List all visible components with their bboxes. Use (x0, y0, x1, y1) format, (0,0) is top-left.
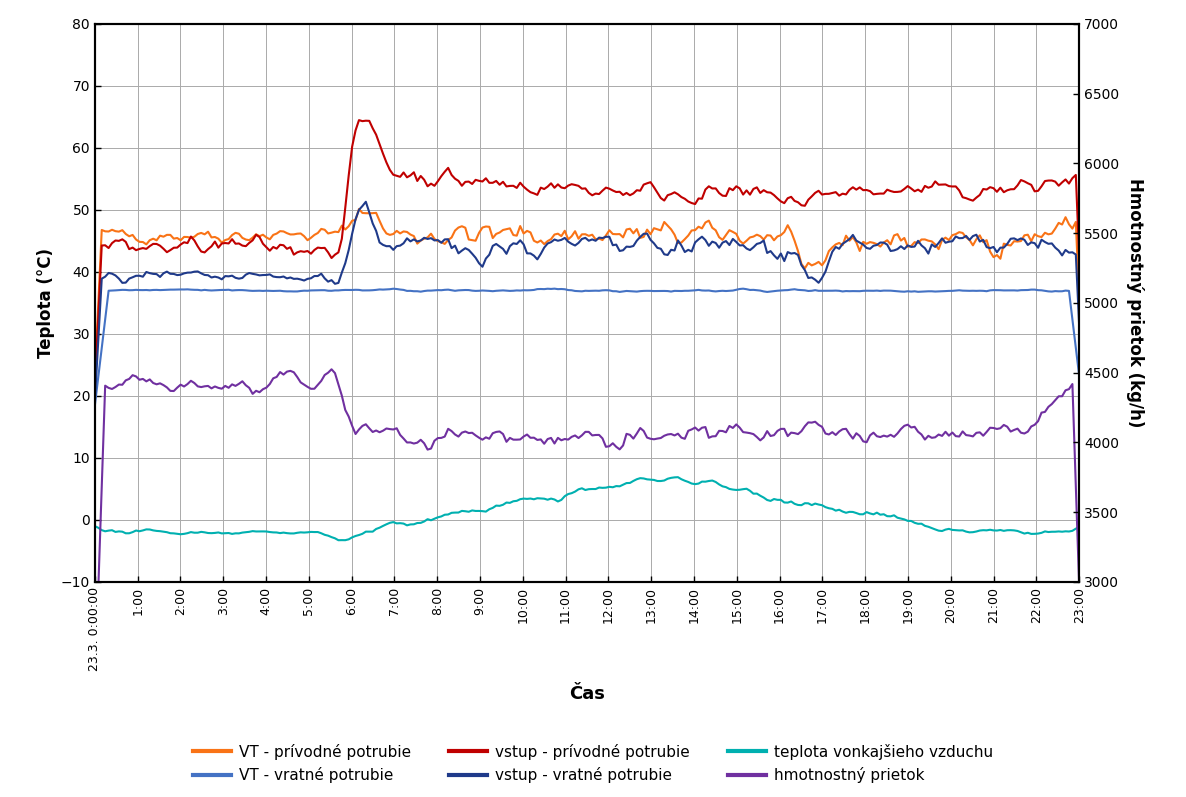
Y-axis label: Hmotnostný prietok (kg/h): Hmotnostný prietok (kg/h) (1127, 179, 1144, 427)
Legend: VT - prívodné potrubie, VT - vratné potrubie, vstup - prívodné potrubie, vstup -: VT - prívodné potrubie, VT - vratné potr… (187, 737, 999, 789)
Y-axis label: Teplota (°C): Teplota (°C) (37, 248, 56, 358)
X-axis label: Čas: Čas (569, 685, 605, 703)
